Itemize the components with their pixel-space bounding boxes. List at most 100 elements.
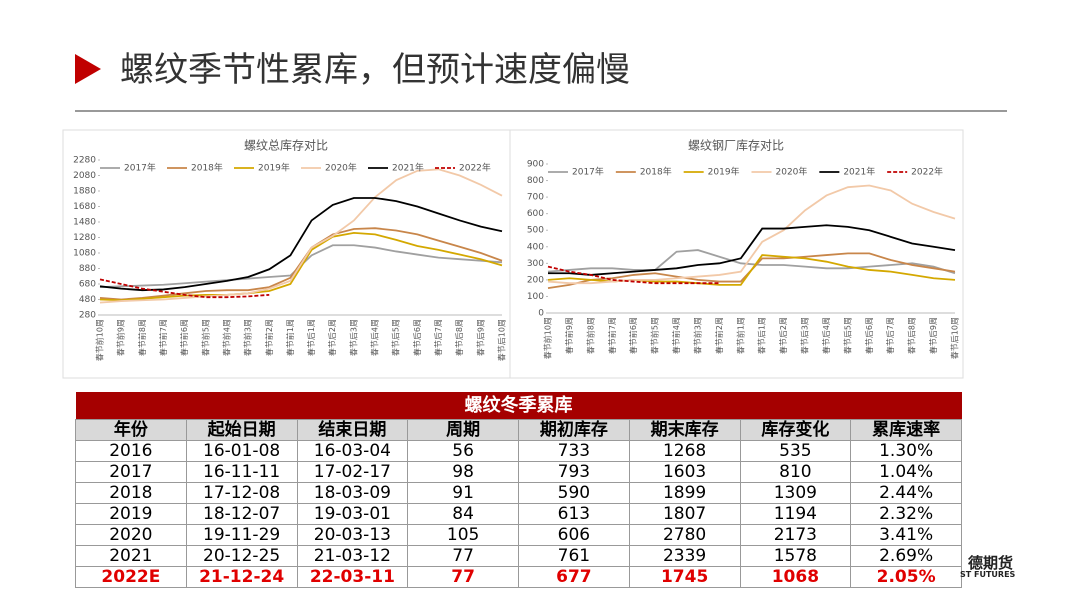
y-tick-label: 2080 (73, 171, 96, 181)
series-line (99, 278, 270, 299)
x-tick-label: 春节后6周 (412, 319, 422, 356)
x-tick-label: 春节后10周 (950, 317, 960, 359)
series-line (99, 168, 503, 304)
x-tick-label: 春节后9周 (928, 317, 938, 354)
y-tick-label: 400 (527, 242, 544, 252)
table-row: 2019 18-12-07 19-03-01 84 613 1807 1194 2.32% (75, 503, 962, 525)
table-cell: 98 (407, 461, 519, 483)
series-line (547, 184, 956, 285)
column-header: 周期 (407, 419, 519, 441)
chart-title: 螺纹总库存对比 (244, 138, 328, 153)
y-tick-label: 480 (79, 295, 96, 305)
header-row: 年份 起始日期 结束日期 周期 期初库存 期末库存 库存变化 累库速率 (75, 419, 962, 441)
logo-subtext: ST FUTURES (960, 570, 1016, 579)
column-header: 结束日期 (296, 419, 409, 441)
x-tick-label: 春节前8周 (137, 319, 147, 356)
legend-label: 2018年 (640, 166, 672, 178)
table-row: 2018 17-12-08 18-03-09 91 590 1899 1309 2.44% (75, 482, 962, 504)
y-tick-label: 700 (527, 193, 544, 203)
y-tick-label: 0 (538, 309, 544, 319)
table-cell: 1899 (628, 482, 741, 504)
table-cell: 2339 (628, 545, 741, 567)
chart-frame (62, 129, 511, 379)
table-row: 2022E 21-12-24 22-03-11 77 677 1745 1068 2.05% (75, 566, 962, 588)
table-cell: 77 (407, 545, 519, 567)
table-row: 2021 20-12-25 21-03-12 77 761 2339 1578 2.69% (75, 545, 962, 567)
table-cell: 613 (518, 503, 630, 525)
table-cell: 2173 (739, 524, 852, 546)
x-tick-label: 春节后8周 (907, 317, 917, 354)
table-cell: 761 (518, 545, 630, 567)
legend-label: 2021年 (392, 162, 424, 174)
y-tick-label: 1480 (73, 218, 96, 228)
table-cell: 1.04% (850, 461, 962, 483)
slide-title: 螺纹季节性累库，但预计速度偏慢 (120, 50, 630, 90)
data-table: 螺纹冬季累库 年份 起始日期 结束日期 周期 期初库存 期末库存 库存变化 累库速率 2016… (75, 392, 962, 588)
table-cell: 535 (739, 440, 852, 462)
x-tick-label: 春节前5周 (200, 319, 210, 356)
x-tick-label: 春节后5周 (391, 319, 401, 356)
table-cell: 22-03-11 (296, 566, 409, 588)
x-tick-label: 春节后10周 (497, 319, 507, 361)
x-tick-label: 春节前3周 (692, 317, 702, 354)
x-tick-label: 春节前10周 (543, 317, 553, 359)
table-cell: 19-11-29 (185, 524, 298, 546)
series-line (99, 197, 503, 292)
table-cell: 2019 (75, 503, 187, 525)
table-cell: 606 (518, 524, 630, 546)
y-tick-label: 280 (79, 311, 96, 321)
x-tick-label: 春节前1周 (735, 317, 745, 354)
table-cell: 105 (407, 524, 519, 546)
x-tick-label: 春节后6周 (864, 317, 874, 354)
x-tick-label: 春节后3周 (800, 317, 810, 354)
table-title: 螺纹冬季累库 (75, 392, 962, 420)
table-cell: 16-03-04 (296, 440, 409, 462)
table-cell: 16-01-08 (185, 440, 298, 462)
table-cell: 3.41% (850, 524, 962, 546)
table-cell: 18-03-09 (296, 482, 409, 504)
x-tick-label: 春节前6周 (628, 317, 638, 354)
y-tick-label: 300 (527, 259, 544, 269)
table-cell: 2020 (75, 524, 187, 546)
series-line (547, 249, 956, 275)
table-cell: 20-12-25 (185, 545, 298, 567)
legend-label: 2021年 (843, 166, 875, 178)
table-cell: 793 (518, 461, 630, 483)
y-tick-label: 100 (527, 292, 544, 302)
table-cell: 810 (739, 461, 852, 483)
column-header: 库存变化 (739, 419, 852, 441)
table-cell: 590 (518, 482, 630, 504)
x-tick-label: 春节前1周 (285, 319, 295, 356)
y-tick-label: 600 (527, 209, 544, 219)
table-cell: 1068 (739, 566, 852, 588)
legend-label: 2020年 (776, 166, 808, 178)
legend-label: 2019年 (708, 166, 740, 178)
x-tick-label: 春节后1周 (306, 319, 316, 356)
table-cell: 1309 (739, 482, 852, 504)
table-cell: 2021 (75, 545, 187, 567)
table-cell: 19-03-01 (296, 503, 409, 525)
series-line (99, 231, 503, 302)
table-cell: 20-03-13 (296, 524, 409, 546)
x-tick-label: 春节后8周 (454, 319, 464, 356)
series-line (547, 265, 720, 285)
legend-label: 2017年 (572, 166, 604, 178)
table-cell: 1603 (628, 461, 741, 483)
table-cell: 56 (407, 440, 519, 462)
column-header: 期末库存 (628, 419, 741, 441)
x-tick-label: 春节后5周 (842, 317, 852, 354)
column-header: 起始日期 (185, 419, 298, 441)
legend-label: 2022年 (459, 162, 491, 174)
x-tick-label: 春节后2周 (778, 317, 788, 354)
x-tick-label: 春节前2周 (264, 319, 274, 356)
x-tick-label: 春节前9周 (116, 319, 126, 356)
column-header: 年份 (75, 419, 187, 441)
table-cell: 2.44% (850, 482, 962, 504)
table-row: 2016 16-01-08 16-03-04 56 733 1268 535 1.30% (75, 440, 962, 462)
y-tick-label: 680 (79, 280, 96, 290)
table-cell: 17-12-08 (185, 482, 298, 504)
table-cell: 77 (407, 566, 519, 588)
x-tick-label: 春节前5周 (650, 317, 660, 354)
legend-label: 2020年 (325, 162, 357, 174)
